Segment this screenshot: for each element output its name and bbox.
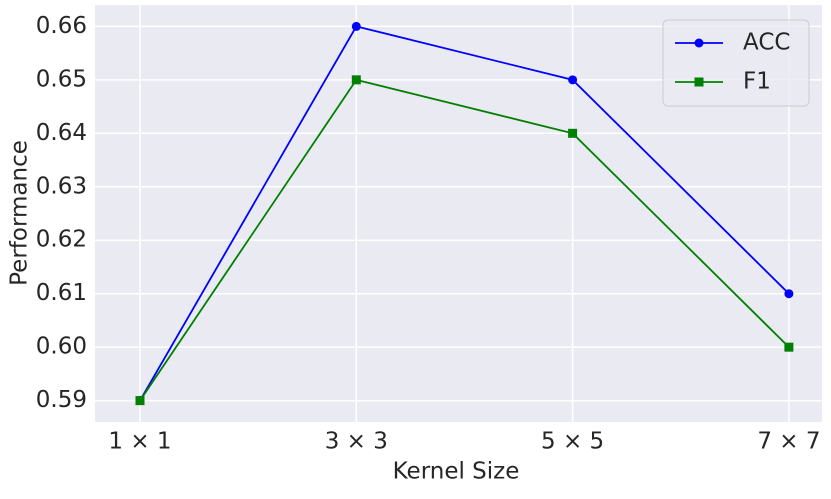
marker	[351, 75, 361, 85]
marker	[784, 289, 794, 299]
y-tick-label: 0.62	[36, 227, 87, 253]
marker	[568, 128, 578, 138]
legend-label: F1	[743, 69, 771, 95]
line	[139, 78, 790, 402]
marker	[135, 396, 145, 406]
marker	[694, 77, 704, 87]
x-tick-label: 3 × 3	[325, 429, 388, 455]
x-tick-label: 5 × 5	[541, 429, 604, 455]
marker	[694, 38, 704, 48]
x-tick-label: 7 × 7	[757, 429, 820, 455]
y-tick-label: 0.61	[36, 280, 87, 306]
marker	[351, 21, 361, 31]
y-tick-label: 0.59	[36, 387, 87, 413]
legend-label: ACC	[743, 30, 790, 56]
y-tick-label: 0.60	[36, 334, 87, 360]
y-tick-label: 0.64	[36, 120, 87, 146]
x-axis-label: Kernel Size	[393, 459, 520, 485]
y-tick-label: 0.63	[36, 173, 87, 199]
x-tick-label: 1 × 1	[108, 429, 171, 455]
marker	[784, 342, 794, 352]
marker	[568, 75, 578, 85]
y-axis-label: Performance	[7, 140, 33, 286]
y-tick-label: 0.65	[36, 66, 87, 92]
line	[139, 25, 790, 402]
y-tick-label: 0.66	[36, 13, 87, 39]
